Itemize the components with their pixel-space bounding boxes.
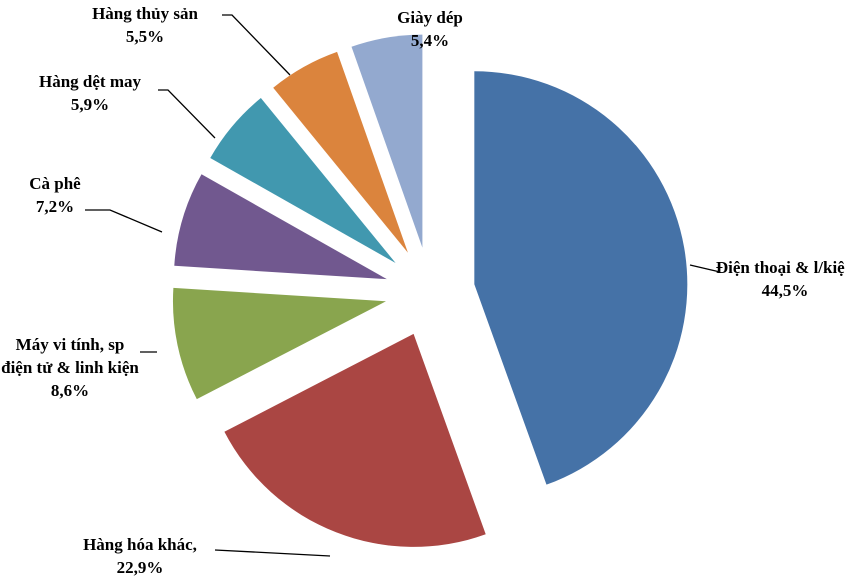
value-label: 44,5% xyxy=(761,281,809,300)
value-label: 5,5% xyxy=(125,27,165,46)
slice-label: Giày dép 5,4% xyxy=(375,6,485,52)
leader-line xyxy=(85,209,163,233)
pie-slice xyxy=(273,51,408,253)
category-name: Máy vi tính, sp điện tử & linh kiện xyxy=(1,335,139,377)
slice-label: Hàng thủy sản 5,5% xyxy=(70,2,220,48)
category-name: Hàng thủy sản xyxy=(92,4,198,23)
value-label: 5,9% xyxy=(70,95,110,114)
slice-label: Điện thoại & l/kiện 44,5% xyxy=(705,256,845,302)
value-label: 5,4% xyxy=(410,31,450,50)
value-label: 8,6% xyxy=(50,381,90,400)
category-name: Giày dép xyxy=(397,8,463,27)
value-label: 7,2% xyxy=(35,197,75,216)
pie-slice xyxy=(174,174,387,280)
pie-slice xyxy=(172,287,386,400)
slice-label: Cà phê 7,2% xyxy=(0,172,110,218)
slice-label: Hàng dệt may 5,9% xyxy=(10,70,170,116)
category-name: Hàng hóa khác, xyxy=(83,535,197,554)
leader-lines xyxy=(85,14,721,557)
pie-slice xyxy=(210,98,396,263)
leader-line xyxy=(214,549,331,557)
category-name: Hàng dệt may xyxy=(39,72,141,91)
leader-line xyxy=(158,89,216,139)
leader-line xyxy=(222,14,291,76)
pie-slice xyxy=(474,71,688,485)
category-name: Cà phê xyxy=(29,174,81,193)
slice-label: Máy vi tính, sp điện tử & linh kiện 8,6% xyxy=(0,333,140,402)
leader-line xyxy=(689,264,721,273)
pie-slice xyxy=(224,333,486,547)
pie-slice xyxy=(351,34,423,248)
slice-label: Hàng hóa khác, 22,9% xyxy=(40,533,240,576)
value-label: 22,9% xyxy=(116,558,164,576)
category-name: Điện thoại & l/kiện xyxy=(715,258,845,277)
